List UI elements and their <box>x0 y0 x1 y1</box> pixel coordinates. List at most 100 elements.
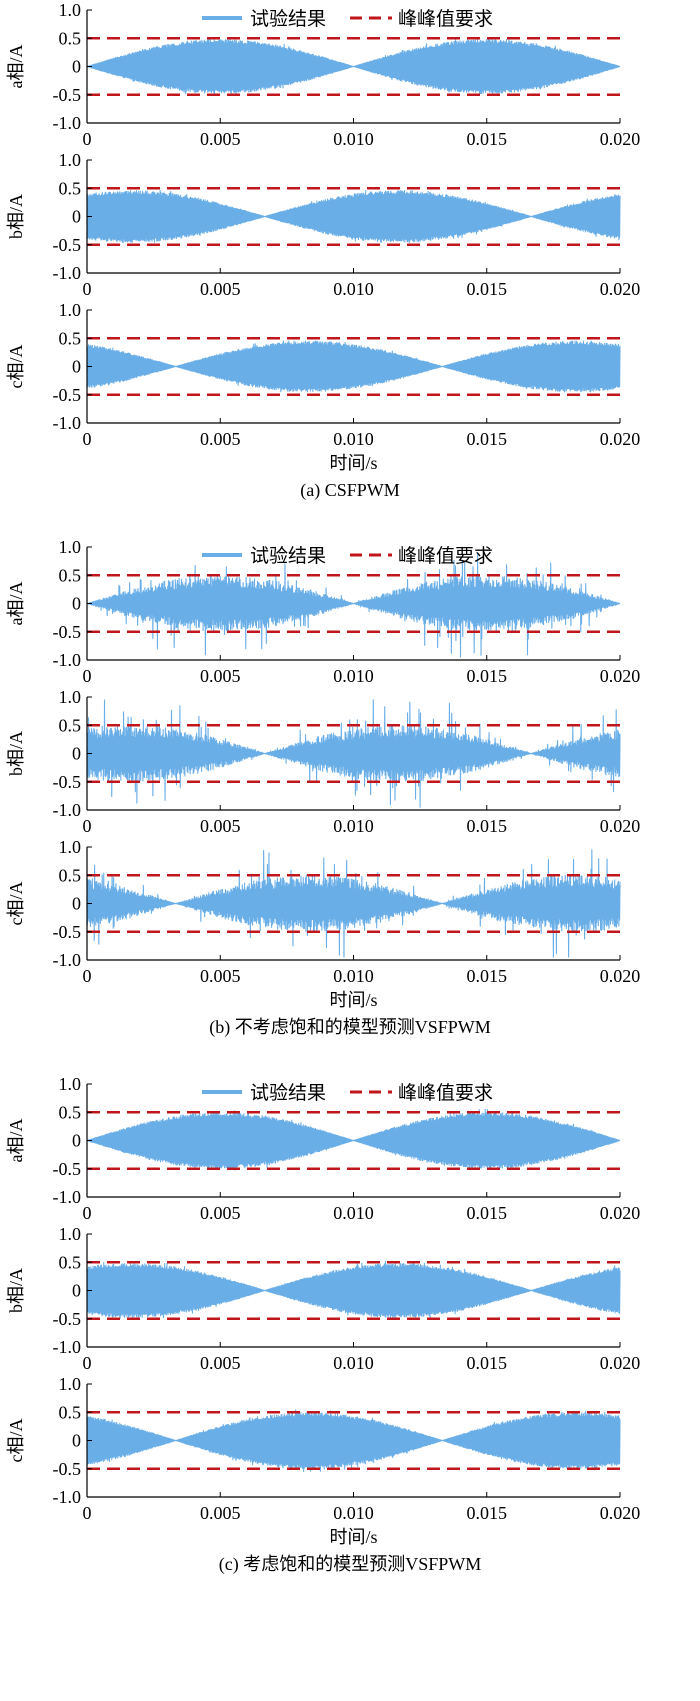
legend: 试验结果 峰峰值要求 <box>202 545 493 567</box>
x-tick-label: 0 <box>83 666 92 686</box>
x-tick-label: 0.020 <box>600 966 641 986</box>
x-tick-label: 0.020 <box>600 1503 641 1523</box>
x-tick-label: 0.020 <box>600 129 641 149</box>
y-tick-label: 1.0 <box>59 537 82 557</box>
y-tick-label: 0.5 <box>59 1402 82 1422</box>
x-tick-label: 0.020 <box>600 666 641 686</box>
x-tick-label: 0.005 <box>200 1503 241 1523</box>
y-tick-label: -0.5 <box>53 235 82 255</box>
x-tick-label: 0.010 <box>333 279 374 299</box>
y-tick-label: -1.0 <box>53 1337 82 1357</box>
y-tick-label: -1.0 <box>53 650 82 670</box>
y-tick-label: -0.5 <box>53 1159 82 1179</box>
x-tick-label: 0.020 <box>600 1203 641 1223</box>
x-tick-label: 0.005 <box>200 429 241 449</box>
signal-line <box>86 1260 621 1319</box>
x-tick-label: 0.015 <box>467 279 508 299</box>
x-tick-label: 0.010 <box>333 1503 374 1523</box>
x-tick-label: 0.020 <box>600 429 641 449</box>
x-tick-label: 0 <box>83 1503 92 1523</box>
y-tick-label: 1.0 <box>59 150 82 170</box>
y-tick-label: 0 <box>72 57 81 77</box>
legend-label-limit: 峰峰值要求 <box>398 8 493 30</box>
y-tick-label: 0 <box>72 1281 81 1301</box>
signal-line <box>86 38 621 95</box>
x-axis-label: 时间/s <box>329 453 377 473</box>
x-tick-label: 0.015 <box>467 129 508 149</box>
x-tick-label: 0.020 <box>600 816 641 836</box>
y-tick-label: -0.5 <box>53 1459 82 1479</box>
figure-panel-2: 1.00.50-0.5-1.00 0.005 0.010 0.015 0.020a相/A… <box>6 1074 640 1575</box>
x-tick-label: 0.005 <box>200 666 241 686</box>
y-tick-label: 1.0 <box>59 1074 82 1094</box>
y-tick-label: -1.0 <box>53 800 82 820</box>
y-tick-label: 0.5 <box>59 28 82 48</box>
legend: 试验结果 峰峰值要求 <box>202 8 493 30</box>
signal-line <box>86 340 621 393</box>
legend-label-limit: 峰峰值要求 <box>398 1082 493 1104</box>
figure-panel-1: 1.00.50-0.5-1.00 0.005 0.010 0.015 0.020a相/A… <box>6 537 640 1038</box>
y-axis-label: a相/A <box>6 1119 26 1163</box>
y-tick-label: 0 <box>72 357 81 377</box>
y-tick-label: 0.5 <box>59 715 82 735</box>
x-axis-label: 时间/s <box>329 990 377 1010</box>
x-tick-label: 0.005 <box>200 966 241 986</box>
y-tick-label: 1.0 <box>59 1224 82 1244</box>
x-tick-label: 0 <box>83 279 92 299</box>
x-tick-label: 0 <box>83 429 92 449</box>
signal-line <box>86 699 621 808</box>
y-tick-label: 1.0 <box>59 687 82 707</box>
y-tick-label: -0.5 <box>53 622 82 642</box>
x-tick-label: 0.015 <box>467 1503 508 1523</box>
y-axis-label: a相/A <box>6 45 26 89</box>
y-tick-label: -1.0 <box>53 1487 82 1507</box>
y-tick-label: 0 <box>72 1131 81 1151</box>
y-axis-label: b相/A <box>6 1268 26 1313</box>
y-axis-label: c相/A <box>6 345 26 389</box>
y-axis-label: b相/A <box>6 194 26 239</box>
legend-label-signal: 试验结果 <box>250 1082 326 1104</box>
y-tick-label: -0.5 <box>53 922 82 942</box>
x-tick-label: 0 <box>83 966 92 986</box>
x-tick-label: 0.010 <box>333 966 374 986</box>
x-tick-label: 0 <box>83 1203 92 1223</box>
x-tick-label: 0.010 <box>333 429 374 449</box>
x-tick-label: 0.015 <box>467 1353 508 1373</box>
y-tick-label: 0.5 <box>59 865 82 885</box>
figure-panel-0: 1.00.50-0.5-1.00 0.005 0.010 0.015 0.020a相/A… <box>6 0 640 501</box>
y-tick-label: 0.5 <box>59 178 82 198</box>
y-tick-label: -1.0 <box>53 263 82 283</box>
x-tick-label: 0.010 <box>333 1353 374 1373</box>
signal-line <box>86 553 621 658</box>
x-tick-label: 0.015 <box>467 666 508 686</box>
y-tick-label: -0.5 <box>53 772 82 792</box>
y-tick-label: 1.0 <box>59 1374 82 1394</box>
x-tick-label: 0.015 <box>467 966 508 986</box>
y-tick-label: -1.0 <box>53 413 82 433</box>
signal-line <box>86 849 621 958</box>
y-tick-label: 0 <box>72 1431 81 1451</box>
y-tick-label: 0 <box>72 744 81 764</box>
y-axis-label: c相/A <box>6 1419 26 1463</box>
signal-line <box>86 189 621 244</box>
x-tick-label: 0.010 <box>333 1203 374 1223</box>
x-tick-label: 0 <box>83 1353 92 1373</box>
x-tick-label: 0 <box>83 816 92 836</box>
y-tick-label: 0 <box>72 594 81 614</box>
figure-caption: (c) 考虑饱和的模型预测VSFPWM <box>219 1554 482 1575</box>
legend-label-signal: 试验结果 <box>250 545 326 567</box>
x-tick-label: 0 <box>83 129 92 149</box>
y-tick-label: 0.5 <box>59 565 82 585</box>
legend-label-signal: 试验结果 <box>250 8 326 30</box>
y-tick-label: 0 <box>72 894 81 914</box>
y-tick-label: -1.0 <box>53 113 82 133</box>
x-tick-label: 0.010 <box>333 666 374 686</box>
